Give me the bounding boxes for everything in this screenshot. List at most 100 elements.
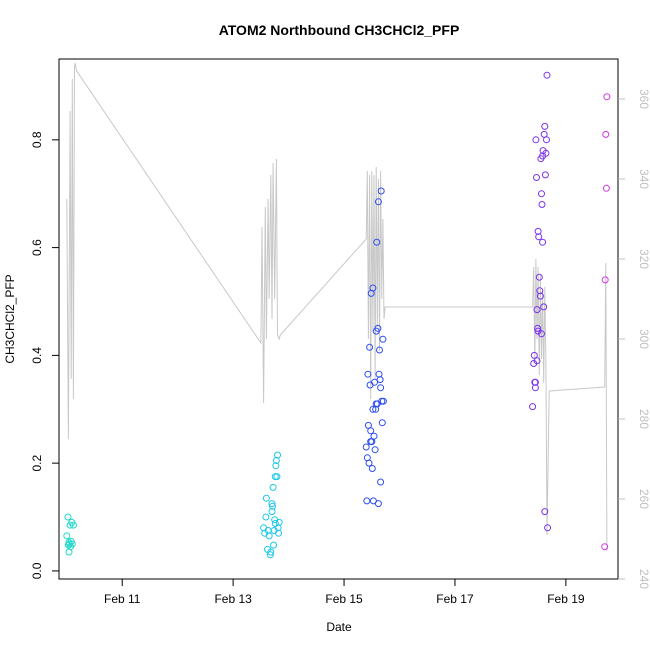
x-tick-label: Feb 19 xyxy=(547,592,585,606)
data-point xyxy=(377,187,385,195)
data-point xyxy=(541,122,549,130)
data-point xyxy=(374,500,382,508)
y-tick-label: 0.4 xyxy=(30,347,44,364)
data-point xyxy=(275,529,283,537)
data-point xyxy=(374,324,382,332)
data-point xyxy=(69,521,77,529)
data-point xyxy=(376,376,384,384)
data-point xyxy=(542,149,550,157)
data-point xyxy=(601,276,609,284)
data-point xyxy=(535,273,543,281)
data-point xyxy=(532,136,540,144)
data-point xyxy=(378,419,386,427)
data-point xyxy=(541,171,549,179)
data-point xyxy=(538,190,545,198)
data-point xyxy=(366,381,374,389)
data-point xyxy=(68,540,76,548)
data-point xyxy=(373,238,381,246)
data-point xyxy=(366,343,374,351)
data-point xyxy=(367,427,375,435)
data-point xyxy=(369,284,377,292)
data-point xyxy=(262,513,270,521)
data-point xyxy=(379,335,387,343)
y-axis: 0.0 0.2 0.4 0.6 0.8 xyxy=(30,131,59,579)
data-point xyxy=(274,451,281,459)
data-point xyxy=(267,548,275,556)
y-tick-label: 0.0 xyxy=(30,562,44,579)
data-point xyxy=(275,518,283,526)
data-point xyxy=(271,520,279,527)
line-layer xyxy=(66,62,608,552)
data-point xyxy=(539,238,547,246)
data-point xyxy=(544,524,552,532)
data-point xyxy=(602,184,610,192)
data-point xyxy=(370,432,378,440)
data-point xyxy=(536,292,544,300)
data-point xyxy=(376,346,383,354)
plot-frame xyxy=(58,58,619,580)
data-point xyxy=(531,378,539,386)
x-axis-label: Date xyxy=(326,620,352,634)
data-point xyxy=(601,543,609,551)
data-point xyxy=(540,303,548,311)
y-tick-label: 0.2 xyxy=(30,454,44,471)
data-point xyxy=(538,201,546,208)
data-point xyxy=(377,478,385,486)
data-point xyxy=(534,227,542,235)
y2-tick-label: 320 xyxy=(637,249,650,269)
x-axis: Feb 11 Feb 13 Feb 15 Feb 17 Feb 19 xyxy=(104,579,585,606)
data-point xyxy=(533,174,540,181)
data-point xyxy=(65,538,73,546)
y-tick-label: 0.6 xyxy=(30,239,44,256)
data-point xyxy=(372,400,380,408)
data-point xyxy=(368,465,376,472)
data-point xyxy=(363,497,371,505)
secondary-series-line xyxy=(66,62,608,552)
data-point xyxy=(269,483,277,491)
data-point xyxy=(270,541,278,549)
data-point xyxy=(531,384,539,392)
x-tick-label: Feb 13 xyxy=(214,592,252,606)
data-point xyxy=(262,494,270,502)
data-point xyxy=(534,324,542,332)
data-point xyxy=(371,446,379,454)
data-point xyxy=(543,71,551,79)
chart-title: ATOM2 Northbound CH3CHCl2_PFP xyxy=(219,22,460,38)
y2-tick-label: 260 xyxy=(637,489,650,509)
data-point xyxy=(364,370,372,378)
data-point xyxy=(268,508,276,516)
y2-tick-label: 300 xyxy=(637,329,650,349)
data-point xyxy=(533,306,541,314)
data-point xyxy=(272,462,280,470)
y-tick-label: 0.8 xyxy=(30,131,44,148)
data-point xyxy=(538,330,545,338)
x-tick-label: Feb 17 xyxy=(436,592,474,606)
data-point xyxy=(64,513,72,521)
data-point xyxy=(269,502,276,510)
data-point xyxy=(268,500,276,508)
data-point xyxy=(63,532,71,540)
data-point xyxy=(529,403,537,411)
data-point xyxy=(602,130,610,138)
data-point xyxy=(365,459,373,467)
data-point xyxy=(535,233,543,241)
y2-tick-label: 360 xyxy=(637,89,650,109)
data-point xyxy=(367,438,375,446)
data-point xyxy=(541,508,549,516)
data-point xyxy=(371,378,378,386)
data-point xyxy=(530,351,538,359)
data-point xyxy=(536,287,544,295)
x-tick-label: Feb 11 xyxy=(104,592,141,606)
data-point xyxy=(362,443,370,451)
points-layer xyxy=(63,71,611,559)
data-point xyxy=(603,93,611,101)
y2-tick-label: 240 xyxy=(637,569,650,589)
data-point xyxy=(377,384,385,392)
data-point xyxy=(271,473,279,481)
data-point xyxy=(266,551,274,559)
data-point xyxy=(543,136,550,144)
data-point xyxy=(369,405,377,413)
right-y-axis: 240 260 280 300 320 340 360 xyxy=(618,89,650,589)
y2-tick-label: 280 xyxy=(637,409,650,429)
